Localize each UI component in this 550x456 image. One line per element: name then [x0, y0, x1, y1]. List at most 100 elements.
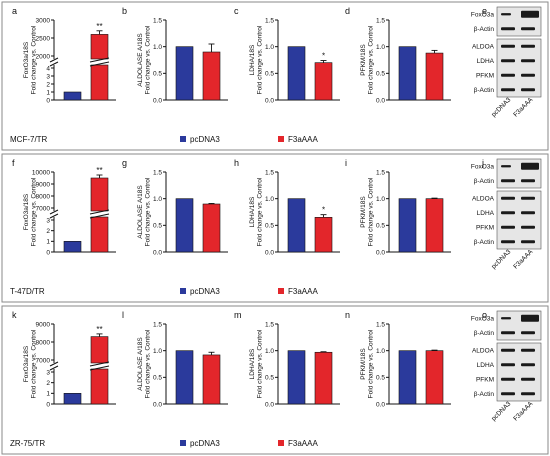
bar-pcdna3: [287, 198, 306, 253]
y-tick-label: 1.5: [265, 321, 274, 328]
blot-strip: [497, 173, 541, 188]
y-tick-label: 4: [46, 65, 50, 72]
axis-break-mark: [49, 57, 59, 63]
y-tick-label: 0.5: [376, 71, 385, 78]
y-tick-label: 1.0: [265, 348, 274, 355]
bar-f3aaaa: [425, 52, 444, 101]
y-axis-label: ALDOLASE A/18SFold change vs. Control: [137, 177, 152, 246]
bar-pcdna3: [175, 198, 194, 253]
blot-band: [521, 348, 535, 352]
y-tick-label: 0.5: [265, 71, 274, 78]
panel-letter: b: [122, 6, 127, 16]
blot-band: [501, 44, 515, 48]
axis-break-mark: [89, 361, 110, 367]
y-axis-label-line: ALDOLASE A/18S: [137, 33, 144, 87]
y-tick-label: 0.0: [153, 97, 162, 104]
blot-band: [501, 240, 515, 244]
lane-label-f3aaaa: F3aAAA: [512, 96, 535, 119]
y-tick-label: 0.5: [376, 223, 385, 230]
y-axis-label: ALDOLASE A/18SFold change vs. Control: [137, 329, 152, 398]
blot-label: β-Actin: [474, 330, 495, 337]
blot-band: [501, 331, 515, 335]
blot-strip: [497, 234, 541, 249]
panel-letter: d: [345, 6, 350, 16]
blot-strip: [497, 311, 541, 326]
bar-f3aaaa-lower: [90, 368, 109, 405]
axis-break-mark: [89, 365, 110, 371]
panel-letter: a: [12, 6, 17, 16]
axis-break-mark: [89, 57, 110, 63]
y-tick-label: 1.0: [265, 196, 274, 203]
legend-swatch-f3aaaa: [278, 288, 284, 294]
blot-label: β-Actin: [474, 239, 495, 246]
blot-label: FoxO3a: [471, 164, 495, 171]
y-tick-label: 1.0: [153, 348, 162, 355]
y-tick-label: 1.5: [153, 169, 162, 176]
axis-break-mark: [49, 365, 59, 371]
legend-label-pcdna3: pcDNA3: [190, 287, 220, 296]
panel-letter: h: [234, 158, 239, 168]
y-axis-label-line: Fold change vs. Control: [257, 329, 264, 398]
blot-band: [501, 317, 511, 320]
y-tick-label: 3: [46, 73, 50, 80]
blot-strip: [497, 53, 541, 68]
blot-band: [521, 162, 539, 170]
y-tick-label: 0.0: [376, 401, 385, 408]
panel-letter: l: [122, 310, 124, 320]
y-tick-label: 0: [46, 401, 50, 408]
blot-label: β-Actin: [474, 178, 495, 185]
lane-label-f3aaaa: F3aAAA: [512, 248, 535, 271]
blot-strip: [497, 357, 541, 372]
y-tick-label: 1.5: [376, 169, 385, 176]
y-tick-label: 1.5: [376, 321, 385, 328]
blot-band: [521, 88, 535, 92]
cell-line-label: MCF-7/TR: [10, 135, 48, 144]
y-tick-label: 2500: [36, 35, 51, 42]
y-tick-label: 2: [46, 228, 50, 235]
y-axis-label-line: Fold change vs. Control: [145, 25, 152, 94]
axis-break-gap: [48, 364, 110, 368]
blot-label: ALDOA: [472, 44, 495, 51]
blot-band: [501, 73, 515, 77]
lane-label-pcdna3: pcDNA3: [490, 248, 512, 270]
blot-strip: [497, 343, 541, 358]
y-tick-label: 0.0: [376, 97, 385, 104]
y-tick-label: 2: [46, 81, 50, 88]
blot-frame: [496, 6, 542, 37]
blot-label: LDHA: [477, 210, 495, 217]
blot-frame: [496, 158, 542, 189]
y-axis-label: PFKM/18SFold change vs. Control: [360, 177, 375, 246]
bar-pcdna3: [287, 46, 306, 101]
y-tick-label: 1.5: [265, 169, 274, 176]
y-axis-label-line: Fold change vs. Control: [368, 177, 375, 246]
bar-pcdna3: [287, 350, 306, 405]
blot-label: FoxO3a: [471, 12, 495, 19]
blot-strip: [497, 82, 541, 97]
y-tick-label: 0.0: [265, 97, 274, 104]
legend-label-pcdna3: pcDNA3: [190, 439, 220, 448]
legend-swatch-pcdna3: [180, 136, 186, 142]
y-tick-label: 10000: [32, 169, 50, 176]
blot-band: [501, 179, 515, 183]
y-tick-label: 1.0: [153, 44, 162, 51]
cell-line-label: T-47D/TR: [10, 287, 45, 296]
y-tick-label: 7000: [36, 357, 51, 364]
significance-mark: *: [322, 206, 325, 215]
panel-letter: e: [482, 6, 487, 16]
panel-letter: j: [481, 158, 484, 168]
row-frame: [1, 1, 549, 151]
significance-mark: **: [96, 166, 102, 175]
axis-break-mark: [49, 61, 59, 67]
blot-strip: [497, 372, 541, 387]
legend-label-pcdna3: pcDNA3: [190, 135, 220, 144]
blot-band: [521, 314, 539, 322]
y-axis-label-line: Fold change vs. Control: [31, 177, 38, 246]
blot-label: PFKM: [476, 377, 494, 384]
blot-band: [521, 44, 535, 48]
bar-f3aaaa: [314, 351, 333, 405]
blot-band: [521, 240, 535, 244]
